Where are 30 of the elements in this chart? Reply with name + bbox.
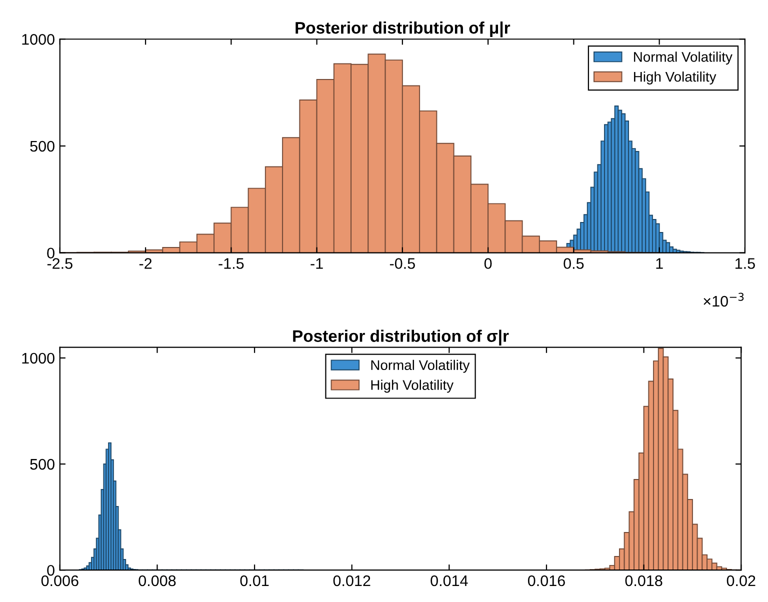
x-tick-label: 0.008 [138, 575, 176, 586]
y-tick-label: 0 [47, 248, 54, 259]
x-tick-label: 0.016 [528, 575, 565, 586]
legend-label: High Volatility [634, 72, 716, 84]
legend-label: Normal Volatility [634, 52, 732, 65]
y-tick-label: 1000 [22, 352, 54, 364]
x-tick-label: 1.5 [736, 258, 755, 269]
x-tick-label: 0.02 [726, 575, 756, 586]
x-tick-label: 0 [484, 258, 492, 269]
x-tick-label: 0.01 [240, 575, 269, 586]
x-tick-label: -1.5 [218, 258, 244, 269]
legend-label: Normal Volatility [371, 360, 470, 373]
x-tick-label: -2 [139, 258, 152, 269]
x-tick-label: 0.014 [430, 575, 468, 586]
x-tick-label: -2.5 [47, 258, 72, 269]
y-tick-label: 500 [30, 458, 54, 470]
legend-label: High Volatility [371, 380, 454, 393]
y-tick-label: 500 [30, 140, 54, 152]
x-tick-label: 0.5 [564, 258, 584, 269]
x-tick-label: 0.006 [41, 575, 78, 586]
chart-title: Posterior distribution of μ|r [296, 21, 510, 38]
x-tick-label: 1 [656, 258, 663, 269]
x-tick-label: -1 [310, 258, 323, 269]
x-tick-label: -0.5 [390, 258, 415, 269]
chart-title: Posterior distribution of σ|r [293, 330, 509, 346]
x-tick-label: 0.018 [625, 575, 662, 586]
x-tick-label: 0.012 [333, 575, 370, 586]
y-tick-label: 1000 [22, 34, 54, 45]
y-tick-label: 0 [47, 564, 54, 576]
text: ×10$^{−3}$ [704, 292, 744, 307]
